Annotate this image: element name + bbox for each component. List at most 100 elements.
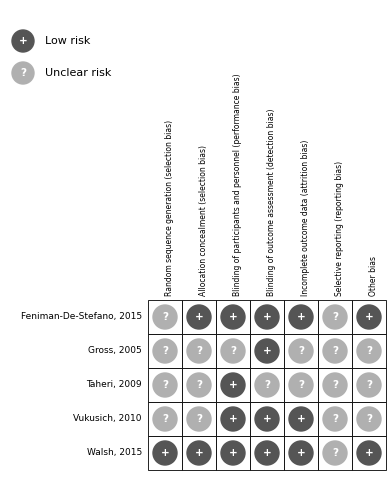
Text: +: + xyxy=(229,414,238,424)
FancyBboxPatch shape xyxy=(148,436,182,470)
FancyBboxPatch shape xyxy=(148,402,182,436)
FancyBboxPatch shape xyxy=(148,300,182,334)
FancyBboxPatch shape xyxy=(182,436,216,470)
Text: ?: ? xyxy=(298,346,304,356)
Text: +: + xyxy=(365,312,373,322)
Text: Selective reporting (reporting bias): Selective reporting (reporting bias) xyxy=(335,161,344,296)
FancyBboxPatch shape xyxy=(284,368,318,402)
Ellipse shape xyxy=(255,373,279,397)
FancyBboxPatch shape xyxy=(182,300,216,334)
FancyBboxPatch shape xyxy=(284,436,318,470)
Text: Blinding of participants and personnel (performance bias): Blinding of participants and personnel (… xyxy=(233,74,242,296)
Ellipse shape xyxy=(153,373,177,397)
Text: Incomplete outcome data (attrition bias): Incomplete outcome data (attrition bias) xyxy=(301,140,310,296)
Ellipse shape xyxy=(187,339,211,363)
Text: +: + xyxy=(229,448,238,458)
FancyBboxPatch shape xyxy=(216,402,250,436)
Text: Walsh, 2015: Walsh, 2015 xyxy=(87,448,142,458)
Text: +: + xyxy=(194,312,203,322)
Ellipse shape xyxy=(323,305,347,329)
Text: +: + xyxy=(297,414,305,424)
Text: ?: ? xyxy=(332,414,338,424)
FancyBboxPatch shape xyxy=(250,402,284,436)
Text: ?: ? xyxy=(298,380,304,390)
Ellipse shape xyxy=(255,305,279,329)
Text: Allocation concealment (selection bias): Allocation concealment (selection bias) xyxy=(199,145,208,296)
FancyBboxPatch shape xyxy=(182,368,216,402)
Text: +: + xyxy=(229,312,238,322)
FancyBboxPatch shape xyxy=(318,368,352,402)
Text: ?: ? xyxy=(162,312,168,322)
Ellipse shape xyxy=(289,305,313,329)
Text: ?: ? xyxy=(162,380,168,390)
FancyBboxPatch shape xyxy=(318,402,352,436)
Text: +: + xyxy=(19,36,27,46)
Ellipse shape xyxy=(153,339,177,363)
Ellipse shape xyxy=(323,407,347,431)
FancyBboxPatch shape xyxy=(250,368,284,402)
Text: Taheri, 2009: Taheri, 2009 xyxy=(86,380,142,390)
Text: ?: ? xyxy=(196,380,202,390)
Text: ?: ? xyxy=(366,414,372,424)
FancyBboxPatch shape xyxy=(284,300,318,334)
FancyBboxPatch shape xyxy=(148,334,182,368)
FancyBboxPatch shape xyxy=(352,402,386,436)
Ellipse shape xyxy=(289,373,313,397)
Text: Other bias: Other bias xyxy=(369,256,378,296)
Ellipse shape xyxy=(153,305,177,329)
Ellipse shape xyxy=(255,407,279,431)
FancyBboxPatch shape xyxy=(216,334,250,368)
FancyBboxPatch shape xyxy=(216,300,250,334)
Ellipse shape xyxy=(221,339,245,363)
FancyBboxPatch shape xyxy=(250,334,284,368)
FancyBboxPatch shape xyxy=(284,402,318,436)
Ellipse shape xyxy=(323,339,347,363)
Ellipse shape xyxy=(187,441,211,465)
Text: +: + xyxy=(161,448,169,458)
Ellipse shape xyxy=(187,305,211,329)
Text: +: + xyxy=(263,448,271,458)
Text: +: + xyxy=(263,312,271,322)
Text: ?: ? xyxy=(264,380,270,390)
Ellipse shape xyxy=(221,373,245,397)
Ellipse shape xyxy=(357,441,381,465)
Ellipse shape xyxy=(187,373,211,397)
Ellipse shape xyxy=(357,373,381,397)
Ellipse shape xyxy=(289,407,313,431)
Text: ?: ? xyxy=(162,346,168,356)
FancyBboxPatch shape xyxy=(182,334,216,368)
Text: +: + xyxy=(297,448,305,458)
FancyBboxPatch shape xyxy=(318,436,352,470)
Text: +: + xyxy=(365,448,373,458)
Text: +: + xyxy=(194,448,203,458)
Text: ?: ? xyxy=(332,380,338,390)
FancyBboxPatch shape xyxy=(216,368,250,402)
Ellipse shape xyxy=(357,407,381,431)
Ellipse shape xyxy=(187,407,211,431)
FancyBboxPatch shape xyxy=(182,402,216,436)
Text: ?: ? xyxy=(20,68,26,78)
Text: ?: ? xyxy=(196,414,202,424)
Ellipse shape xyxy=(357,305,381,329)
Text: ?: ? xyxy=(196,346,202,356)
FancyBboxPatch shape xyxy=(250,436,284,470)
FancyBboxPatch shape xyxy=(352,368,386,402)
Text: ?: ? xyxy=(162,414,168,424)
Ellipse shape xyxy=(221,305,245,329)
Ellipse shape xyxy=(153,441,177,465)
Text: ?: ? xyxy=(332,312,338,322)
Text: +: + xyxy=(297,312,305,322)
Ellipse shape xyxy=(289,441,313,465)
Ellipse shape xyxy=(12,62,34,84)
Ellipse shape xyxy=(221,441,245,465)
Text: ?: ? xyxy=(332,346,338,356)
Ellipse shape xyxy=(289,339,313,363)
FancyBboxPatch shape xyxy=(352,334,386,368)
Text: +: + xyxy=(263,346,271,356)
Text: Blinding of outcome assessment (detection bias): Blinding of outcome assessment (detectio… xyxy=(267,108,276,296)
Text: ?: ? xyxy=(230,346,236,356)
FancyBboxPatch shape xyxy=(352,436,386,470)
Ellipse shape xyxy=(357,339,381,363)
Text: Unclear risk: Unclear risk xyxy=(45,68,111,78)
Ellipse shape xyxy=(255,441,279,465)
